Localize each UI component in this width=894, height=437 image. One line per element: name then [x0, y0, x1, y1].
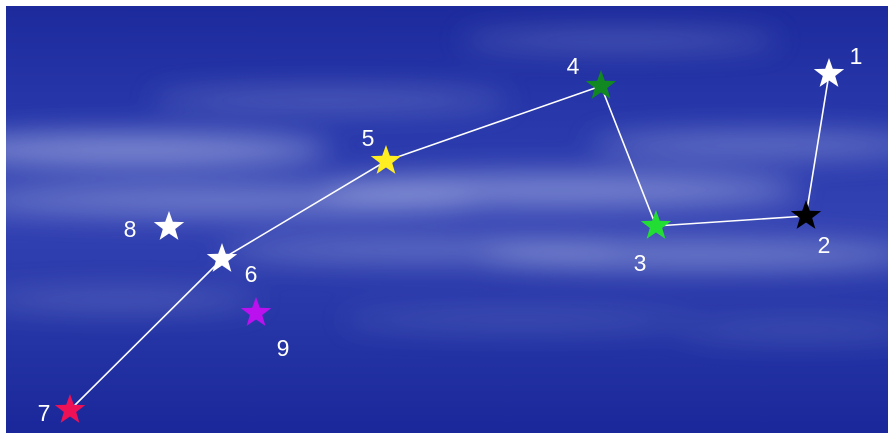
connector-line-5-6	[221, 160, 387, 260]
star-node-2: 2	[790, 200, 831, 258]
star-node-7: 7	[38, 394, 86, 426]
star-icon	[240, 297, 272, 326]
star-node-8: 8	[124, 211, 185, 242]
star-node-1: 1	[813, 43, 863, 87]
connector-line-4-5	[385, 85, 602, 162]
star-number-label: 1	[850, 43, 863, 69]
star-node-9: 9	[240, 297, 290, 361]
star-node-6: 6	[206, 243, 258, 287]
star-icon	[813, 58, 845, 87]
star-icon	[370, 145, 402, 174]
star-number-label: 4	[567, 53, 580, 79]
star-number-label: 8	[124, 216, 137, 242]
night-sky-background	[6, 6, 888, 433]
star-icon	[54, 394, 86, 423]
star-icon	[153, 211, 185, 240]
star-number-label: 2	[818, 232, 831, 258]
star-icon	[790, 200, 822, 229]
connector-line-1-2	[805, 73, 830, 217]
star-number-label: 7	[38, 400, 51, 426]
cloud-streaks	[6, 31, 888, 339]
star-number-label: 6	[245, 261, 258, 287]
star-node-5: 5	[362, 125, 402, 174]
connector-line-2-3	[655, 215, 807, 227]
connector-line-6-7	[69, 258, 223, 411]
star-number-label: 9	[277, 335, 290, 361]
star-node-3: 3	[634, 210, 672, 276]
star-number-label: 5	[362, 125, 375, 151]
star-icon	[206, 243, 238, 272]
star-icon	[585, 70, 617, 99]
star-icon	[640, 210, 672, 239]
connector-line-3-4	[600, 85, 657, 227]
star-node-4: 4	[567, 53, 617, 99]
star-number-label: 3	[634, 250, 647, 276]
